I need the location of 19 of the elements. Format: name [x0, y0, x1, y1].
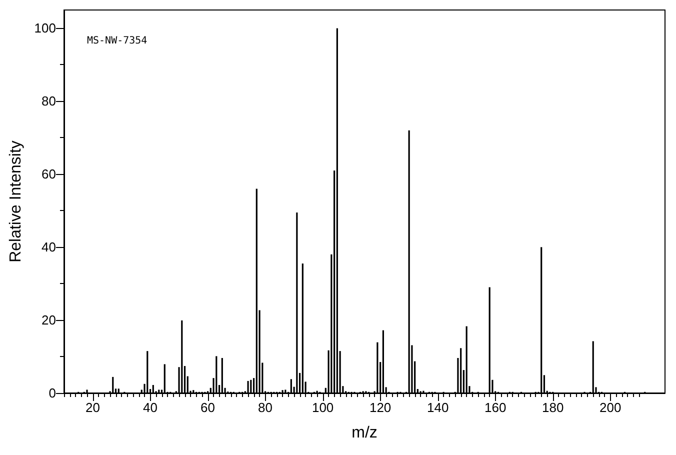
x-axis-title: m/z — [352, 424, 378, 442]
x-tick-label: 100 — [312, 400, 334, 415]
annotation: MS-NW-7354 — [87, 36, 148, 46]
x-tick-label: 20 — [86, 400, 100, 415]
y-axis-title: Relative Intensity — [8, 140, 24, 262]
y-tick-label: 40 — [42, 240, 56, 255]
x-tick-label: 120 — [369, 400, 392, 415]
y-tick-label: 0 — [48, 386, 56, 400]
x-tick-label: 40 — [143, 400, 158, 415]
y-tick-label: 60 — [42, 166, 56, 182]
x-tick-label: 60 — [200, 400, 216, 415]
y-tick-label: 20 — [42, 312, 56, 328]
y-tick-label: 100 — [34, 20, 56, 36]
x-tick-label: 200 — [600, 400, 622, 415]
x-tick-label: 180 — [542, 400, 564, 415]
y-tick-label: 80 — [42, 94, 56, 109]
x-tick-label: 80 — [258, 400, 273, 415]
x-tick-label: 140 — [426, 400, 449, 415]
x-tick-label: 160 — [484, 400, 506, 415]
